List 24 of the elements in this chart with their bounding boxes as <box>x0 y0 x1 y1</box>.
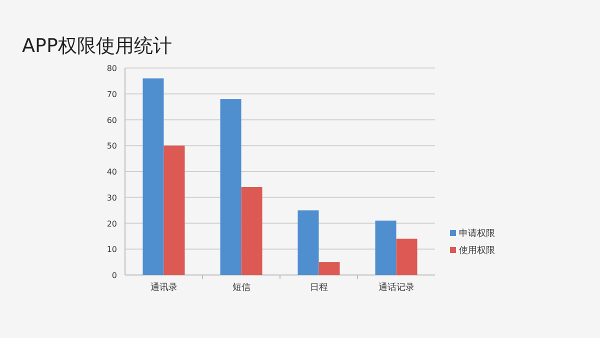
bar <box>241 187 262 275</box>
y-tick-label: 60 <box>106 116 117 125</box>
chart-title: APP权限使用统计 <box>22 35 172 57</box>
bar <box>318 262 340 275</box>
bar <box>220 99 242 275</box>
bar <box>164 146 185 275</box>
x-tick-label: 通讯录 <box>150 282 178 293</box>
bar <box>375 220 396 275</box>
bar <box>298 210 319 275</box>
y-tick-label: 30 <box>106 193 117 202</box>
legend-label: 申请权限 <box>459 228 495 239</box>
y-tick-label: 40 <box>106 168 117 176</box>
y-tick-label: 0 <box>112 271 117 280</box>
bar <box>396 238 418 275</box>
y-tick-label: 70 <box>106 90 117 99</box>
legend-label: 使用权限 <box>459 245 495 256</box>
x-tick-label: 通话记录 <box>378 282 414 293</box>
x-tick-label: 短信 <box>232 282 250 293</box>
y-tick-label: 10 <box>106 245 117 254</box>
y-tick-label: 80 <box>106 64 117 73</box>
y-tick-label: 20 <box>106 219 117 228</box>
bar <box>142 78 164 275</box>
x-tick-label: 日程 <box>310 283 328 293</box>
y-tick-label: 50 <box>106 142 117 151</box>
